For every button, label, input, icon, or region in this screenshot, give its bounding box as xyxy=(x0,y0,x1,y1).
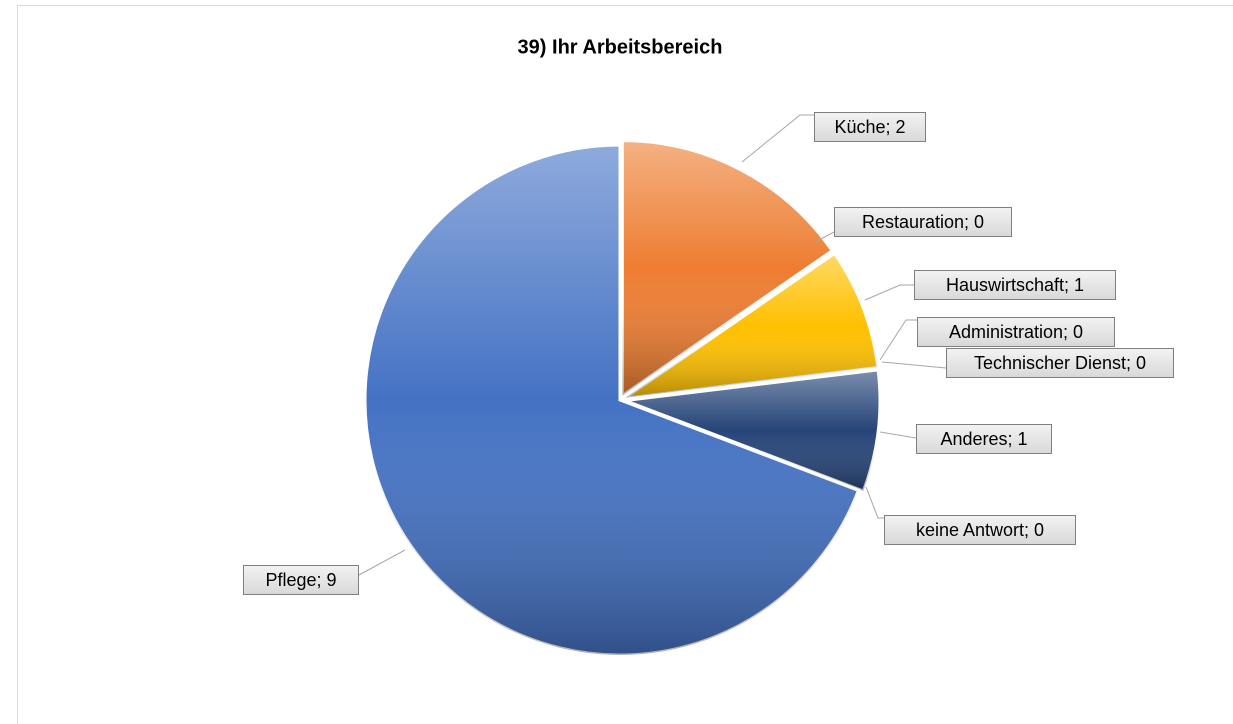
slice-shade xyxy=(624,253,878,399)
slice-shade xyxy=(624,369,880,492)
data-label: Pflege; 9 xyxy=(243,565,359,595)
data-label: Hauswirtschaft; 1 xyxy=(914,270,1116,300)
slice-shade xyxy=(622,140,833,396)
leader-line xyxy=(358,549,406,576)
data-label: Administration; 0 xyxy=(917,317,1115,347)
leader-line xyxy=(814,231,835,243)
data-label: Restauration; 0 xyxy=(834,207,1012,237)
data-label: Küche; 2 xyxy=(814,112,926,142)
chart-title: 39) Ihr Arbeitsbereich xyxy=(518,36,723,58)
leader-line xyxy=(881,361,947,369)
data-label: Technischer Dienst; 0 xyxy=(946,348,1174,378)
leader-line xyxy=(879,319,917,361)
slice-shade xyxy=(365,145,859,655)
leader-line xyxy=(879,431,917,439)
pie: KücheRestaurationHauswirtschaftAdministr… xyxy=(358,114,947,657)
leader-line xyxy=(741,114,814,163)
data-label: Anderes; 1 xyxy=(916,424,1052,454)
leader-line xyxy=(864,284,914,301)
data-label: keine Antwort; 0 xyxy=(884,515,1076,545)
leader-line xyxy=(865,486,884,519)
chart-border xyxy=(17,5,1233,724)
